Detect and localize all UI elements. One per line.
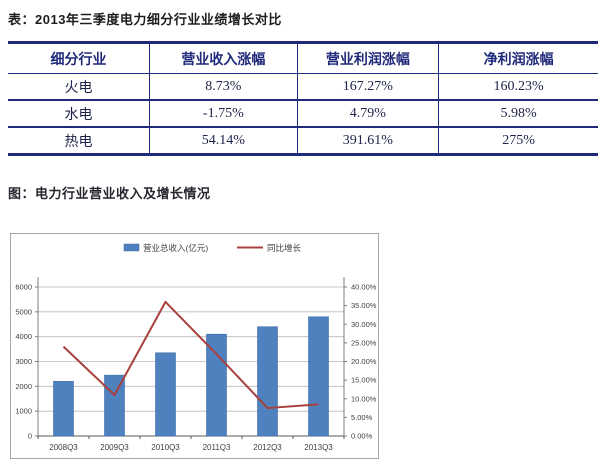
report-page: { "titles": { "table_title": "表：2013年三季度…	[0, 9, 605, 466]
growth-trend-line	[62, 300, 319, 410]
header-revenue-growth: 营业收入涨幅	[149, 42, 298, 74]
cell-industry: 热电	[64, 134, 93, 150]
left-axis-tick-label: 5000	[15, 307, 32, 316]
cell-operating-profit-growth: 391.61%	[296, 127, 439, 155]
table-header-row: 细分行业 营业收入涨幅 营业利润涨幅 净利润涨幅	[8, 42, 598, 74]
header-operating-profit-growth: 营业利润涨幅	[296, 42, 439, 74]
right-axis-tick-label: 15.00%	[351, 376, 377, 385]
x-axis-category-label: 2010Q3	[151, 443, 180, 452]
chart-canvas: 0 1000 2000 3000 4000 5000 6000 0.00% 5.00% 10.00…	[15, 243, 377, 452]
table-row-cogeneration: 热电 54.14% 391.61% 275%	[8, 127, 598, 155]
left-axis-tick-label: 2000	[15, 382, 32, 391]
cell-net-profit-growth: 160.23%	[438, 73, 598, 101]
table-row-thermal: 火电 8.73% 167.27% 160.23%	[8, 73, 598, 101]
cell-revenue-growth: -1.75%	[149, 100, 298, 128]
right-axis-tick-label: 40.00%	[351, 283, 377, 292]
right-axis-tick-label: 35.00%	[351, 301, 377, 310]
left-axis-tick-label: 1000	[15, 407, 32, 416]
revenue-bar	[155, 352, 176, 437]
revenue-bar	[308, 316, 329, 437]
x-axis-category-label: 2008Q3	[49, 443, 78, 452]
cell-operating-profit-growth: 167.27%	[296, 73, 439, 101]
cell-revenue-growth: 8.73%	[149, 73, 298, 101]
cell-revenue-growth: 54.14%	[149, 127, 298, 155]
x-axis-category-label: 2012Q3	[253, 443, 282, 452]
left-axis-tick-label: 6000	[15, 283, 32, 292]
performance-table: 细分行业 营业收入涨幅 营业利润涨幅 净利润涨幅 火电 8.73% 167.27…	[8, 41, 598, 156]
table-row-hydro: 水电 -1.75% 4.79% 5.98%	[8, 100, 598, 128]
legend-bar-swatch	[123, 243, 140, 252]
revenue-growth-chart: 0 1000 2000 3000 4000 5000 6000 0.00% 5.00% 10.00…	[10, 233, 379, 459]
revenue-bar	[53, 381, 74, 437]
revenue-bar	[257, 326, 278, 437]
figure-title: 图：电力行业营业收入及增长情况	[8, 186, 211, 201]
x-axis-category-label: 2011Q3	[203, 443, 231, 452]
cell-industry: 火电	[8, 73, 150, 101]
x-axis-category-label: 2009Q3	[100, 443, 129, 452]
cell-net-profit-growth: 275%	[438, 127, 598, 155]
legend-bar-label: 营业总收入(亿元)	[143, 243, 208, 253]
revenue-bar	[206, 333, 227, 437]
left-axis-tick-label: 4000	[15, 332, 32, 341]
header-industry: 细分行业	[8, 42, 150, 74]
legend-line-label: 同比增长	[267, 243, 302, 253]
right-axis-tick-label: 20.00%	[351, 357, 377, 366]
cell-industry: 水电	[8, 100, 150, 128]
table-title: 表：2013年三季度电力细分行业业绩增长对比	[8, 12, 282, 27]
cell-operating-profit-growth: 4.79%	[296, 100, 439, 128]
right-axis-tick-label: 10.00%	[351, 394, 377, 403]
right-axis-tick-label: 5.00%	[351, 413, 373, 422]
right-axis-tick-label: 25.00%	[351, 338, 377, 347]
header-net-profit-growth: 净利润涨幅	[438, 42, 598, 74]
left-axis-tick-label: 0	[28, 432, 32, 441]
left-axis-tick-label: 3000	[15, 357, 32, 366]
right-axis-tick-label: 30.00%	[351, 320, 377, 329]
x-axis-category-label: 2013Q3	[304, 443, 333, 452]
right-axis-tick-label: 0.00%	[351, 432, 373, 441]
cell-net-profit-growth: 5.98%	[438, 100, 598, 128]
